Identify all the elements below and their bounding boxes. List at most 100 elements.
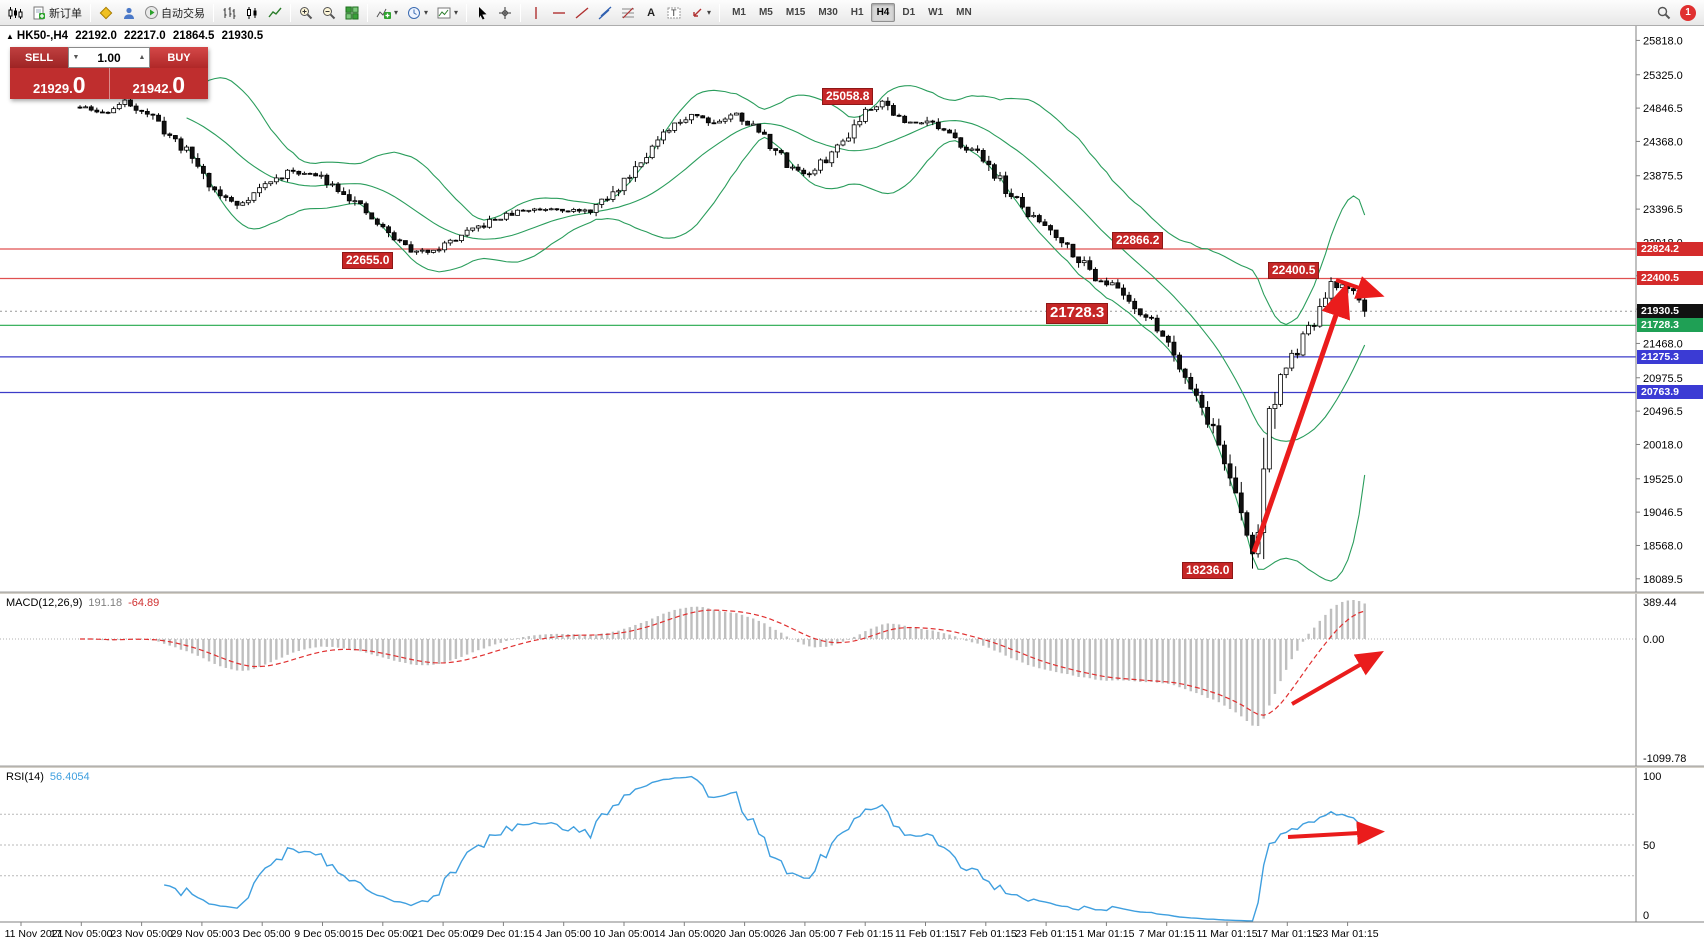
buy-price-small: 21942.	[132, 81, 173, 96]
price-axis-label: 18089.5	[1643, 574, 1683, 586]
horizontal-line-button[interactable]	[548, 2, 570, 24]
fibonacci-icon	[622, 7, 635, 18]
tile-windows-icon	[345, 6, 359, 19]
periods-button[interactable]: ▾	[403, 2, 432, 24]
timeframe-m1[interactable]: M1	[732, 7, 746, 18]
macd-signal-value: -64.89	[128, 597, 160, 609]
timeframe-m5[interactable]: M5	[758, 7, 773, 18]
arrows-tool-button[interactable]: ▾	[686, 2, 715, 24]
trendline-button[interactable]	[571, 2, 593, 24]
time-axis-label: 4 Jan 05:00	[536, 928, 591, 940]
zoom-out-icon	[323, 6, 336, 19]
sell-price-small: 21929.	[32, 81, 73, 96]
sell-price-big: 0	[72, 72, 86, 98]
timeframe-h4[interactable]: H4	[870, 3, 896, 22]
price-axis-label: 22439.5	[1643, 271, 1683, 283]
time-axis-label: 21 Dec 05:00	[412, 928, 475, 940]
cursor-button[interactable]	[471, 2, 493, 24]
bar-chart-icon	[223, 6, 236, 19]
chart-bars-button[interactable]	[218, 2, 240, 24]
time-axis-label: 23 Feb 01:15	[1015, 928, 1077, 940]
metaeditor-button[interactable]	[95, 2, 117, 24]
fibonacci-button[interactable]	[617, 2, 639, 24]
time-axis-label: 11 Feb 01:15	[895, 928, 956, 940]
svg-text:T: T	[671, 8, 677, 18]
timeframe-d1[interactable]: D1	[902, 7, 916, 18]
macd-axis-label: 0.00	[1643, 634, 1664, 646]
trendline-icon	[575, 6, 589, 19]
vertical-line-button[interactable]	[525, 2, 547, 24]
lot-increase-button[interactable]: ▲	[138, 54, 146, 61]
price-axis-label: 24368.0	[1643, 136, 1683, 148]
new-order-label: 新订单	[49, 7, 82, 20]
timeframe-mn[interactable]: MN	[956, 7, 972, 18]
time-axis-label: 23 Nov 05:00	[110, 928, 173, 940]
chart-candles-button[interactable]	[241, 2, 263, 24]
time-axis-label: 15 Dec 05:00	[352, 928, 415, 940]
timeframe-w1[interactable]: W1	[928, 7, 944, 18]
notification-badge[interactable]: 1	[1680, 4, 1696, 21]
macd-axis-label: -1099.78	[1643, 753, 1686, 765]
templates-button[interactable]: ▾	[433, 2, 462, 24]
macd-arrow	[1291, 651, 1384, 706]
crosshair-icon	[499, 6, 512, 19]
user-button[interactable]	[118, 2, 140, 24]
dropdown-caret-icon: ▾	[424, 8, 429, 17]
buy-price[interactable]: 21942. 0	[110, 68, 209, 99]
one-click-trading-widget: SELL ▼ 1.00 ▲ BUY 21929. 0 21942. 0	[10, 47, 208, 99]
buy-price-big: 0	[172, 72, 186, 98]
time-axis-label: 17 Nov 05:00	[50, 928, 113, 940]
text-tool-button[interactable]: A	[640, 2, 662, 24]
channel-button[interactable]	[594, 2, 616, 24]
search-icon	[1657, 6, 1671, 19]
add-indicator-icon	[376, 8, 391, 19]
arrow-shape-icon	[693, 8, 702, 17]
dropdown-caret-icon: ▾	[454, 8, 459, 17]
sell-button[interactable]: SELL	[10, 47, 68, 68]
crosshair-button[interactable]	[494, 2, 516, 24]
autotrade-label: 自动交易	[161, 7, 205, 20]
lot-decrease-button[interactable]: ▼	[72, 54, 80, 61]
time-axis-label: 7 Feb 01:15	[837, 928, 893, 940]
ohlc-low: 21864.5	[172, 30, 215, 42]
chart-line-button[interactable]	[264, 2, 286, 24]
zoom-in-button[interactable]	[295, 2, 317, 24]
symbol-info: ▲ HK50-,H4 22192.0 22217.0 21864.5 21930.…	[6, 30, 267, 42]
timeframe-group: M1 M5 M15 M30 H1 H4 D1 W1 MN	[726, 3, 978, 22]
indicators-button[interactable]: ▾	[372, 2, 402, 24]
toolbar-separator	[213, 3, 214, 22]
macd-axis-label: 389.44	[1643, 597, 1677, 609]
price-divider	[108, 68, 110, 99]
time-axis-label: 14 Jan 05:00	[654, 928, 715, 940]
new-order-button[interactable]: 新订单	[28, 2, 86, 24]
timeframe-m30[interactable]: M30	[818, 7, 838, 18]
template-icon	[437, 7, 451, 18]
macd-panel-label: MACD(12,26,9) 191.18 -64.89	[6, 597, 159, 609]
candle-series	[77, 93, 1368, 569]
zoom-out-button[interactable]	[318, 2, 340, 24]
label-tool-button[interactable]: T	[663, 2, 685, 24]
time-axis-label: 20 Jan 05:00	[714, 928, 775, 940]
macd-plot	[0, 600, 1636, 727]
clock-icon	[408, 6, 421, 19]
price-axis-label: 23875.5	[1643, 171, 1683, 183]
tile-windows-button[interactable]	[341, 2, 363, 24]
timeframe-m15[interactable]: M15	[785, 7, 806, 18]
timeframe-h1[interactable]: H1	[850, 7, 864, 18]
line-chart-icon	[268, 7, 282, 17]
lot-size-input[interactable]: ▼ 1.00 ▲	[68, 47, 150, 68]
autotrade-button[interactable]: 自动交易	[141, 2, 209, 24]
macd-value: 191.18	[88, 597, 123, 609]
search-button[interactable]	[1653, 2, 1675, 24]
macd-signal-line	[79, 609, 1365, 716]
new-chart-button[interactable]	[4, 2, 27, 24]
price-axis-label: 25818.0	[1643, 35, 1683, 47]
price-axis-label: 21961.0	[1643, 304, 1683, 316]
collapse-triangle-icon[interactable]: ▲	[6, 32, 14, 41]
sell-price[interactable]: 21929. 0	[10, 68, 109, 99]
price-axis-label: 22918.0	[1643, 237, 1683, 249]
channel-icon	[598, 6, 612, 19]
buy-button[interactable]: BUY	[150, 47, 208, 68]
toolbar-separator	[520, 3, 522, 22]
